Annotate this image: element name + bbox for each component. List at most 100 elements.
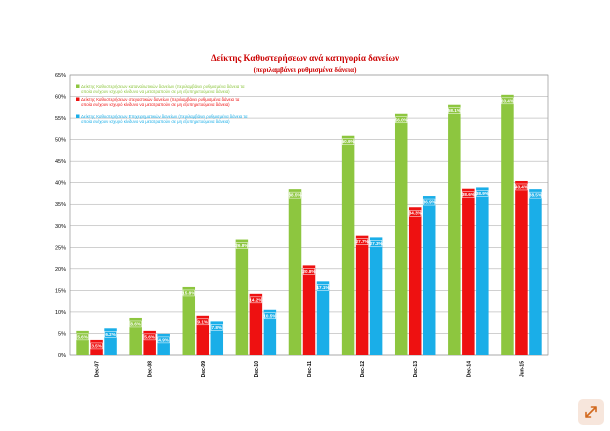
data-label: 5.6% [144, 334, 154, 339]
y-tick-label: 50% [55, 138, 66, 144]
x-tick-label: Dec-14 [466, 361, 472, 378]
bar [129, 317, 142, 355]
x-tick-label: Dec-08 [148, 361, 154, 378]
data-label-box [129, 320, 142, 328]
data-label-box [462, 191, 475, 198]
x-tick-label: Dec-10 [254, 361, 260, 378]
legend-entry: Δείκτης Καθυστερήσεων Επιχειρηματικών δα… [81, 114, 248, 124]
y-tick-label: 35% [55, 202, 66, 208]
x-tick-label: Jun-15 [519, 361, 525, 377]
data-label-box [356, 238, 369, 245]
data-label: 38.5% [288, 193, 301, 198]
x-tick-label: Dec-13 [413, 361, 419, 378]
y-axis-ticks: 0% 5% 10% 15% 20% 25% 30% 35% 40% 45% 50% 55% 60% 65% [55, 73, 66, 359]
x-tick-label: Dec-07 [95, 361, 101, 378]
data-label: 40.4% [515, 184, 528, 189]
data-label: 3.5% [91, 343, 101, 348]
data-label-box [515, 183, 528, 191]
data-label: 6.2% [105, 332, 115, 337]
bar [501, 94, 514, 356]
data-label: 9.1% [198, 319, 208, 324]
data-label: 8.6% [130, 321, 140, 326]
data-label: 26.8% [235, 243, 248, 248]
data-label-box [90, 342, 103, 350]
data-label: 58.1% [448, 108, 461, 113]
bar [408, 207, 422, 355]
bar [182, 286, 196, 355]
x-tick-label: Dec-11 [307, 361, 313, 377]
data-label: 36.9% [423, 200, 436, 205]
bar [448, 104, 461, 355]
data-label-box [423, 198, 436, 206]
data-label-box [235, 242, 248, 249]
data-label-box [289, 191, 301, 199]
y-tick-label: 10% [55, 310, 66, 316]
bar [476, 187, 489, 355]
chart-title: Δείκτης Καθυστερήσεων ανά κατηγορία δανε… [211, 53, 399, 63]
bar [249, 293, 263, 355]
data-label: 27.7% [356, 239, 369, 244]
y-tick-label: 25% [55, 245, 66, 251]
bar [515, 180, 528, 355]
data-label-box [104, 331, 117, 338]
data-label: 20.8% [302, 269, 315, 274]
data-label-box [370, 240, 383, 247]
x-tick-label: Dec-12 [360, 361, 366, 378]
data-label: 7.8% [212, 325, 222, 330]
data-label: 38.9% [476, 191, 489, 196]
legend-swatch [76, 97, 80, 101]
chart-subtitle: (περιλαμβάνει ρυθμισμένα δάνεια) [254, 66, 357, 74]
data-label-box [501, 97, 514, 105]
data-label-box [395, 116, 408, 124]
bar [529, 189, 542, 355]
y-tick-label: 40% [55, 181, 66, 187]
data-label-box [263, 312, 276, 320]
data-label: 50.9% [342, 139, 355, 144]
bar [263, 309, 277, 355]
data-label: 14.2% [249, 297, 262, 302]
y-tick-label: 20% [55, 267, 66, 273]
data-label-box [529, 191, 542, 199]
y-tick-label: 5% [58, 331, 66, 337]
bar [341, 135, 355, 355]
data-label-box [157, 336, 170, 344]
y-tick-label: 15% [55, 288, 66, 294]
bar [422, 196, 436, 355]
expand-arrows-icon [585, 406, 597, 418]
data-label: 60.4% [501, 98, 514, 103]
data-label-box [143, 333, 156, 341]
data-label-box [196, 318, 209, 326]
expand-button[interactable] [578, 399, 604, 425]
y-tick-label: 45% [55, 159, 66, 165]
y-tick-label: 30% [55, 224, 66, 230]
y-tick-label: 55% [55, 116, 66, 122]
x-axis-ticks: Dec-07 Dec-08 Dec-09 Dec-10 Dec-11 Dec-12 Dec-… [95, 361, 526, 378]
data-label: 38.6% [462, 192, 475, 197]
data-label-box [182, 289, 195, 297]
data-label: 15.8% [182, 290, 195, 295]
data-label: 5.6% [77, 334, 87, 339]
bar [316, 281, 330, 355]
bar [355, 235, 369, 355]
y-tick-label: 60% [55, 95, 66, 101]
data-label-box [448, 107, 461, 114]
data-label-box [409, 209, 422, 217]
x-tick-label: Dec-09 [201, 361, 207, 378]
bar [369, 237, 383, 355]
data-label: 27.3% [370, 241, 383, 246]
bar [235, 239, 249, 355]
data-label-box [210, 324, 223, 331]
legend-entry: Δείκτης Καθυστερήσεων καταναλωτικών δανε… [81, 84, 245, 94]
bars [76, 94, 542, 356]
bar [196, 315, 210, 355]
data-label-box [476, 190, 489, 197]
data-label-box [303, 268, 315, 275]
data-label-box [76, 333, 89, 341]
data-label-box [342, 138, 355, 145]
data-label: 4.9% [158, 337, 168, 342]
legend-swatch [76, 114, 80, 118]
data-label: 17.1% [316, 285, 329, 290]
bar [394, 113, 408, 356]
y-tick-label: 65% [55, 73, 66, 79]
